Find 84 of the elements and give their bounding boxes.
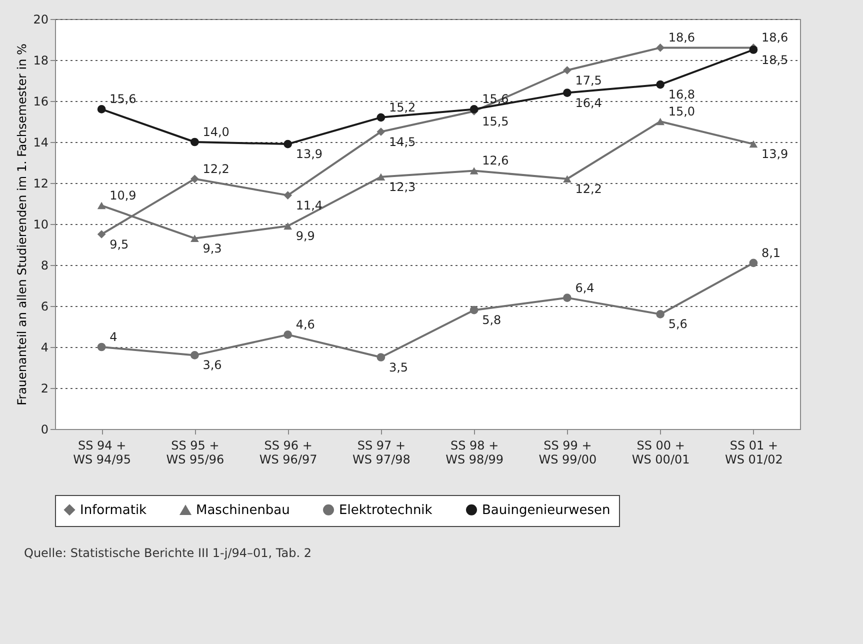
legend-label: Bauingenieurwesen bbox=[482, 502, 610, 518]
data-label: 12,2 bbox=[575, 182, 602, 196]
data-label: 9,5 bbox=[110, 237, 129, 252]
point bbox=[656, 310, 664, 318]
data-label: 12,6 bbox=[482, 154, 509, 168]
point bbox=[190, 138, 199, 146]
x-tick-label: SS 99 + WS 99/00 bbox=[538, 438, 597, 466]
data-label: 9,3 bbox=[202, 241, 222, 256]
x-tick-label: SS 01 + WS 01/02 bbox=[724, 438, 783, 466]
data-label: 5,8 bbox=[482, 313, 502, 328]
data-label: 18,6 bbox=[668, 30, 696, 45]
data-label: 4 bbox=[110, 330, 118, 344]
data-label: 13,9 bbox=[761, 147, 788, 162]
x-tick-label: SS 94 + WS 94/95 bbox=[73, 438, 132, 466]
point bbox=[470, 167, 478, 174]
y-tick-label: 20 bbox=[33, 12, 48, 26]
data-label: 15,6 bbox=[110, 92, 136, 106]
data-label: 5,6 bbox=[668, 317, 688, 332]
point bbox=[656, 44, 664, 52]
y-tick-label: 8 bbox=[40, 258, 48, 272]
y-tick-label: 16 bbox=[33, 94, 48, 108]
y-tick-label: 12 bbox=[33, 176, 48, 190]
point bbox=[97, 230, 106, 238]
point bbox=[284, 191, 292, 200]
data-label: 13,9 bbox=[296, 147, 323, 162]
point bbox=[656, 80, 664, 89]
point bbox=[190, 351, 199, 360]
point bbox=[749, 140, 758, 148]
data-label: 12,3 bbox=[388, 180, 416, 194]
x-tick-label: SS 97 + WS 97/98 bbox=[352, 438, 410, 466]
point bbox=[749, 258, 758, 268]
data-label: 3,5 bbox=[388, 360, 408, 374]
y-tick-label: 18 bbox=[33, 54, 48, 68]
point bbox=[563, 88, 572, 97]
point bbox=[470, 306, 478, 314]
legend-label: Informatik bbox=[80, 502, 148, 518]
x-tick-label: SS 95 + WS 95/96 bbox=[166, 438, 224, 466]
point bbox=[190, 234, 199, 242]
source-note: Quelle: Statistische Berichte III 1-j/94–01, Tab. 2 bbox=[23, 545, 313, 560]
y-axis-title: Frauenanteil an allen Studierenden im 1. Fachsemester in % bbox=[15, 44, 30, 406]
data-label: 18,5 bbox=[761, 52, 788, 67]
x-tick-label: SS 96 + WS 96/97 bbox=[259, 438, 318, 466]
data-label: 17,5 bbox=[575, 73, 602, 88]
legend-label: Maschinenbau bbox=[196, 503, 290, 518]
point bbox=[376, 173, 386, 180]
data-label: 12,2 bbox=[202, 162, 230, 176]
data-label: 11,4 bbox=[296, 198, 323, 212]
data-label: 4,6 bbox=[296, 318, 315, 332]
data-label: 6,4 bbox=[575, 280, 594, 295]
point bbox=[284, 140, 292, 148]
y-tick-label: 6 bbox=[40, 300, 48, 314]
y-tick-label: 10 bbox=[33, 218, 48, 232]
point bbox=[563, 66, 572, 74]
point bbox=[97, 342, 106, 352]
point bbox=[376, 353, 386, 362]
data-label: 9,9 bbox=[296, 229, 315, 244]
data-label: 16,4 bbox=[575, 96, 602, 110]
data-label: 16,8 bbox=[668, 88, 696, 102]
point bbox=[376, 113, 386, 122]
point bbox=[563, 294, 572, 302]
y-tick-label: 2 bbox=[40, 382, 48, 396]
data-label: 15,5 bbox=[482, 114, 509, 128]
point bbox=[656, 118, 664, 126]
data-label: 8,1 bbox=[761, 246, 781, 260]
data-label: 15,2 bbox=[388, 100, 416, 114]
legend-label: Elektrotechnik bbox=[339, 502, 433, 518]
point bbox=[190, 174, 199, 184]
point bbox=[563, 175, 572, 183]
data-label: 15,0 bbox=[668, 104, 696, 118]
y-tick-label: 0 bbox=[40, 422, 48, 436]
point bbox=[284, 330, 292, 339]
x-tick-label: SS 00 + WS 00/01 bbox=[632, 438, 690, 466]
point bbox=[97, 202, 106, 210]
point bbox=[376, 128, 386, 136]
data-label: 3,6 bbox=[202, 358, 222, 372]
y-tick-label: 4 bbox=[40, 340, 48, 354]
y-tick-label: 14 bbox=[33, 136, 48, 150]
data-label: 14,0 bbox=[202, 125, 230, 139]
data-label: 18,6 bbox=[761, 30, 788, 45]
x-tick-label: SS 98 + WS 98/99 bbox=[446, 438, 504, 466]
data-label: 14,5 bbox=[388, 134, 416, 149]
point bbox=[284, 222, 292, 230]
data-label: 10,9 bbox=[110, 188, 136, 203]
point bbox=[97, 105, 106, 114]
